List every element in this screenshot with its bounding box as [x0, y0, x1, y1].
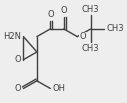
Text: O: O	[15, 55, 21, 64]
Text: O: O	[60, 6, 67, 15]
Text: O: O	[47, 10, 54, 19]
Text: CH3: CH3	[106, 24, 124, 33]
Text: CH3: CH3	[82, 44, 99, 53]
Text: H2N: H2N	[4, 32, 21, 41]
Text: OH: OH	[52, 84, 65, 93]
Text: O: O	[79, 32, 86, 41]
Text: CH3: CH3	[82, 5, 99, 13]
Text: O: O	[15, 84, 21, 93]
